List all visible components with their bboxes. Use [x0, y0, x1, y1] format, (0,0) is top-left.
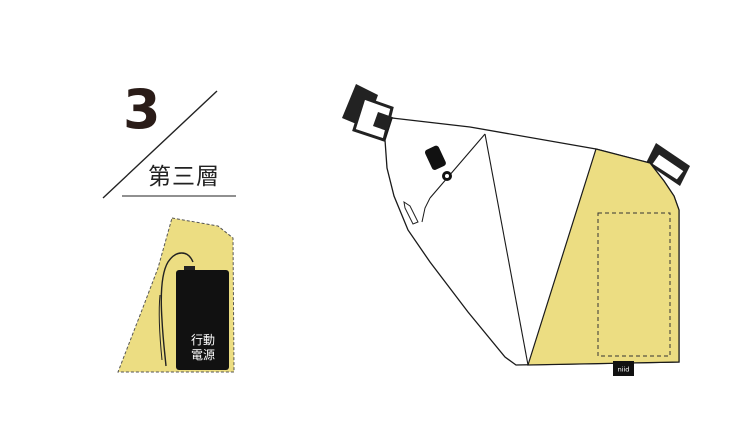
left-buckle	[342, 84, 395, 142]
strap-clip	[424, 145, 452, 181]
brand-tag-text: niid	[618, 366, 630, 374]
right-buckle	[646, 143, 690, 186]
step-number: 3	[123, 78, 161, 141]
power-bank-label: 行動 電源	[177, 333, 229, 363]
side-seam	[421, 197, 431, 223]
charging-cable	[160, 252, 194, 367]
pocket-illustration	[117, 217, 235, 373]
cable-strand	[158, 294, 163, 361]
power-bank	[176, 270, 229, 370]
diagonal-divider	[102, 90, 218, 199]
power-bank-label-line2: 電源	[190, 348, 215, 362]
step-number-graphic: 3	[123, 78, 161, 141]
brand-tag: niid	[613, 361, 634, 376]
inner-pocket-outline	[597, 212, 671, 357]
front-pocket-panel	[527, 148, 680, 366]
zipper-pull	[403, 200, 419, 225]
power-bank-label-line1: 行動	[190, 333, 215, 347]
sling-bag-illustration: niid	[342, 84, 690, 376]
cable-connector	[184, 266, 195, 273]
layer-title: 第三層	[148, 164, 220, 190]
panel-seam-upper	[429, 133, 486, 199]
panel-seam	[484, 133, 529, 366]
